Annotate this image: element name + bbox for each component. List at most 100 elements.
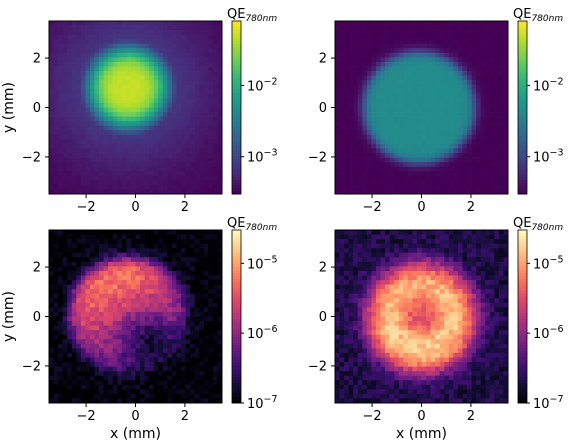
heatmap-cell [153, 357, 159, 363]
heatmap-cell [71, 102, 77, 108]
heatmap-cell [53, 325, 59, 331]
heatmap-cell [199, 252, 205, 258]
heatmap-cell [181, 270, 186, 276]
heatmap-cell [357, 21, 363, 26]
heatmap-cell [444, 71, 450, 76]
heatmap-cell [435, 175, 441, 181]
heatmap-cell [53, 157, 59, 163]
colorbar-title: QE780nm [513, 7, 563, 24]
heatmap-cell [99, 316, 104, 322]
heatmap-cell [217, 298, 223, 304]
heatmap-cell [485, 270, 491, 276]
heatmap-cell [212, 334, 218, 340]
heatmap-cell [385, 21, 390, 26]
heatmap-cell [371, 48, 377, 54]
heatmap-cell [126, 280, 132, 285]
heatmap-cell [348, 143, 354, 149]
heatmap-cell [208, 71, 214, 76]
heatmap-cell [194, 261, 200, 267]
heatmap-cell [335, 84, 340, 90]
heatmap-cell [457, 243, 463, 249]
heatmap-cell [181, 153, 186, 158]
heatmap-cell [149, 257, 155, 263]
heatmap-cell [167, 25, 173, 31]
heatmap-cell [99, 393, 104, 399]
heatmap-cell [181, 130, 186, 136]
heatmap-cell [212, 384, 218, 390]
heatmap-cell [467, 66, 472, 72]
heatmap-cell [385, 162, 390, 168]
heatmap-cell [489, 184, 495, 190]
heatmap-cell [71, 275, 77, 281]
heatmap-cell [121, 311, 127, 317]
heatmap-cell [430, 34, 436, 40]
heatmap-cell [140, 293, 145, 299]
heatmap-cell [67, 39, 73, 45]
heatmap-cell [462, 261, 468, 267]
heatmap-cell [190, 257, 196, 263]
heatmap-cell [476, 184, 482, 190]
heatmap-cell [416, 248, 422, 254]
heatmap-cell [89, 293, 95, 299]
heatmap-cell [85, 307, 91, 313]
heatmap-cell [130, 362, 136, 367]
heatmap-cell [457, 257, 463, 263]
heatmap-cell [190, 116, 196, 122]
heatmap-cell [185, 243, 191, 249]
heatmap-cell [421, 143, 427, 149]
heatmap-cell [467, 261, 472, 267]
heatmap-cell [371, 166, 377, 172]
heatmap-cell [353, 162, 359, 168]
heatmap-cell [117, 21, 123, 26]
heatmap-cell [181, 293, 186, 299]
heatmap-cell [394, 162, 400, 168]
heatmap-cell [444, 93, 450, 99]
heatmap-cell [130, 330, 136, 336]
heatmap-cell [480, 234, 486, 240]
heatmap-cell [199, 275, 205, 281]
heatmap-cell [357, 139, 363, 145]
heatmap-cell [467, 252, 472, 258]
heatmap-cell [181, 143, 186, 149]
heatmap-cell [457, 30, 463, 36]
heatmap-cell [190, 339, 196, 345]
heatmap-cell [371, 157, 377, 163]
heatmap-cell [89, 348, 95, 354]
heatmap-cell [453, 148, 459, 154]
heatmap-cell [85, 366, 91, 372]
heatmap-cell [58, 330, 64, 336]
heatmap-cell [126, 48, 132, 54]
heatmap-cell [212, 266, 218, 272]
heatmap-cell [375, 57, 381, 63]
heatmap-cell [426, 107, 431, 113]
heatmap-cell [348, 66, 354, 72]
colorbar-segment [232, 230, 241, 234]
heatmap-cell [444, 116, 450, 122]
heatmap-cell [203, 266, 209, 272]
heatmap-cell [117, 52, 123, 58]
heatmap-cell [171, 43, 177, 49]
heatmap-cell [67, 98, 73, 104]
heatmap-cell [62, 389, 68, 395]
heatmap-cell [435, 57, 441, 63]
heatmap-cell [194, 289, 200, 295]
heatmap-cell [448, 261, 454, 267]
heatmap-cell [190, 25, 196, 31]
heatmap-cell [416, 39, 422, 45]
heatmap-cell [62, 375, 68, 381]
heatmap-cell [471, 257, 477, 263]
heatmap-cell [49, 371, 54, 377]
heatmap-cell [80, 121, 86, 127]
heatmap-cell [144, 57, 150, 63]
heatmap-cell [385, 89, 390, 95]
heatmap-cell [471, 266, 477, 272]
heatmap-cell [503, 252, 509, 258]
heatmap-cell [494, 270, 500, 276]
heatmap-cell [476, 98, 482, 104]
heatmap-cell [462, 61, 468, 67]
heatmap-cell [53, 357, 59, 363]
heatmap-cell [485, 139, 491, 145]
heatmap-cell [489, 134, 495, 140]
heatmap-cell [67, 93, 73, 99]
heatmap-cell [208, 189, 214, 195]
